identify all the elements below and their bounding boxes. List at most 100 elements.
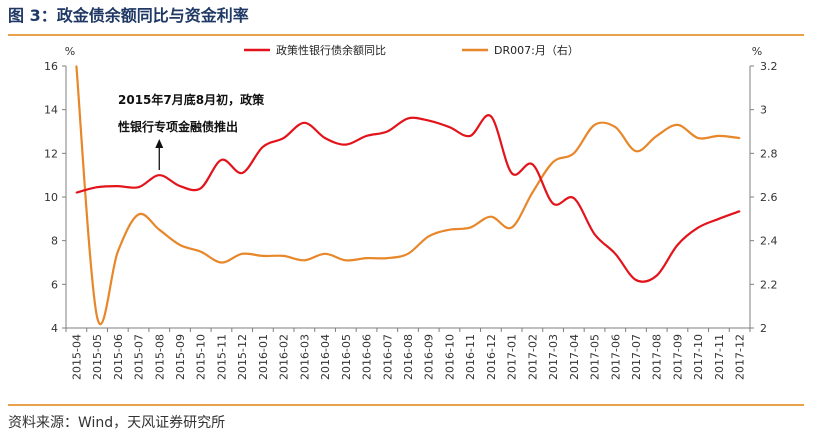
- y-left-tick-label: 8: [51, 235, 58, 248]
- annotation-arrow-head: [155, 139, 164, 148]
- x-tick-label: 2015-07: [133, 334, 146, 380]
- chart-legend: 政策性银行债余额同比 DR007:月（右）: [244, 43, 579, 57]
- series-line-dr007: [75, 65, 740, 326]
- x-tick-label: 2016-06: [361, 334, 374, 380]
- data-point-dr007: [407, 252, 409, 255]
- x-tick-label: 2017-08: [651, 334, 664, 380]
- x-tick-label: 2015-09: [174, 334, 187, 380]
- data-point-dr007: [303, 259, 306, 262]
- data-point-policy-bank-bond-yoy: [490, 115, 492, 118]
- data-point-dr007: [345, 259, 347, 262]
- data-point-dr007: [427, 235, 430, 238]
- y-right-tick-label: 2.6: [760, 191, 778, 204]
- data-point-policy-bank-bond-yoy: [158, 174, 161, 176]
- data-point-policy-bank-bond-yoy: [614, 252, 617, 255]
- legend-label-policy-bank-bond-yoy: 政策性银行债余额同比: [276, 43, 386, 57]
- x-tick-label: 2015-12: [236, 334, 249, 380]
- data-point-dr007: [448, 228, 451, 231]
- data-point-policy-bank-bond-yoy: [738, 210, 741, 212]
- x-tick-label: 2015-06: [112, 334, 125, 380]
- data-point-dr007: [676, 124, 679, 126]
- data-point-dr007: [199, 250, 202, 253]
- x-tick-label: 2017-06: [609, 334, 622, 380]
- x-tick-label: 2016-03: [298, 334, 311, 380]
- footer-divider: [8, 404, 804, 406]
- y-right-tick-label: 2: [760, 322, 767, 335]
- data-point-policy-bank-bond-yoy: [718, 218, 720, 220]
- data-point-policy-bank-bond-yoy: [262, 145, 264, 148]
- axis-ticks: 4 6 8 10 12 14 16 2 2.2 2.4 2.6 2.8 3 3.2 2015-04 2015-…: [44, 60, 778, 380]
- y-right-tick-label: 3.2: [760, 60, 778, 73]
- x-tick-label: 2015-11: [215, 334, 228, 380]
- x-tick-label: 2016-01: [257, 334, 270, 380]
- data-point-dr007: [75, 65, 78, 67]
- data-point-policy-bank-bond-yoy: [137, 186, 140, 188]
- y-left-tick-label: 16: [44, 60, 58, 73]
- x-tick-label: 2016-11: [464, 334, 477, 380]
- data-point-policy-bank-bond-yoy: [179, 185, 181, 187]
- data-point-dr007: [158, 228, 161, 231]
- title-divider: [8, 34, 804, 36]
- x-tick-label: 2017-05: [589, 334, 602, 380]
- x-tick-label: 2015-10: [195, 334, 208, 380]
- data-point-dr007: [241, 252, 243, 255]
- data-point-policy-bank-bond-yoy: [241, 172, 243, 174]
- data-point-policy-bank-bond-yoy: [469, 135, 471, 137]
- x-tick-label: 2017-04: [568, 334, 581, 380]
- x-tick-label: 2016-09: [423, 334, 436, 380]
- data-point-dr007: [718, 135, 720, 137]
- data-point-policy-bank-bond-yoy: [427, 119, 430, 122]
- data-point-policy-bank-bond-yoy: [531, 163, 534, 166]
- data-point-dr007: [573, 152, 575, 155]
- data-point-policy-bank-bond-yoy: [303, 121, 306, 124]
- x-tick-label: 2016-04: [319, 334, 332, 380]
- data-point-policy-bank-bond-yoy: [75, 191, 78, 194]
- chart-axes: %%: [65, 45, 762, 329]
- x-tick-label: 2016-07: [381, 334, 394, 380]
- y-left-tick-label: 6: [51, 278, 58, 291]
- x-tick-label: 2017-11: [713, 334, 726, 380]
- source-note: 资料来源：Wind，天风证券研究所: [8, 415, 226, 431]
- x-tick-label: 2017-03: [547, 334, 560, 380]
- data-point-dr007: [552, 161, 554, 163]
- data-point-policy-bank-bond-yoy: [407, 117, 409, 120]
- x-tick-label: 2015-05: [91, 334, 104, 380]
- y-left-tick-label: 14: [44, 104, 58, 117]
- data-point-policy-bank-bond-yoy: [552, 202, 554, 205]
- data-point-policy-bank-bond-yoy: [676, 244, 679, 246]
- annotation-line-2: 性银行专项金融债推出: [117, 119, 238, 134]
- data-point-dr007: [593, 124, 596, 126]
- data-point-dr007: [738, 137, 741, 139]
- data-point-policy-bank-bond-yoy: [593, 233, 596, 235]
- y-right-tick-label: 2.4: [760, 235, 778, 248]
- data-point-policy-bank-bond-yoy: [117, 185, 119, 187]
- annotation-line-1: 2015年7月底8月初，政策: [118, 92, 265, 107]
- data-point-policy-bank-bond-yoy: [635, 279, 637, 281]
- x-tick-label: 2016-12: [485, 334, 498, 380]
- data-point-policy-bank-bond-yoy: [365, 135, 368, 137]
- data-point-dr007: [490, 215, 492, 218]
- x-tick-label: 2016-10: [443, 334, 456, 380]
- y-right-tick-label: 3: [760, 104, 767, 117]
- data-point-dr007: [324, 252, 326, 255]
- data-point-dr007: [531, 191, 534, 194]
- x-tick-label: 2016-02: [278, 334, 291, 380]
- x-tick-label: 2016-05: [340, 334, 353, 380]
- data-point-dr007: [655, 135, 658, 137]
- data-point-policy-bank-bond-yoy: [282, 137, 285, 139]
- x-tick-label: 2017-10: [692, 334, 705, 380]
- data-point-policy-bank-bond-yoy: [220, 159, 223, 161]
- series-line-policy-bank-bond-yoy: [76, 114, 740, 283]
- y-left-tick-label: 4: [51, 322, 58, 335]
- data-point-policy-bank-bond-yoy: [199, 187, 202, 190]
- data-point-dr007: [96, 316, 98, 318]
- data-point-dr007: [137, 213, 140, 216]
- data-point-dr007: [697, 137, 699, 139]
- data-point-policy-bank-bond-yoy: [655, 274, 658, 277]
- data-point-dr007: [386, 257, 389, 259]
- x-tick-label: 2015-04: [70, 334, 83, 380]
- data-point-policy-bank-bond-yoy: [96, 186, 98, 188]
- data-point-dr007: [220, 261, 223, 264]
- legend-label-dr007: DR007:月（右）: [494, 43, 579, 57]
- x-tick-label: 2017-01: [506, 334, 519, 380]
